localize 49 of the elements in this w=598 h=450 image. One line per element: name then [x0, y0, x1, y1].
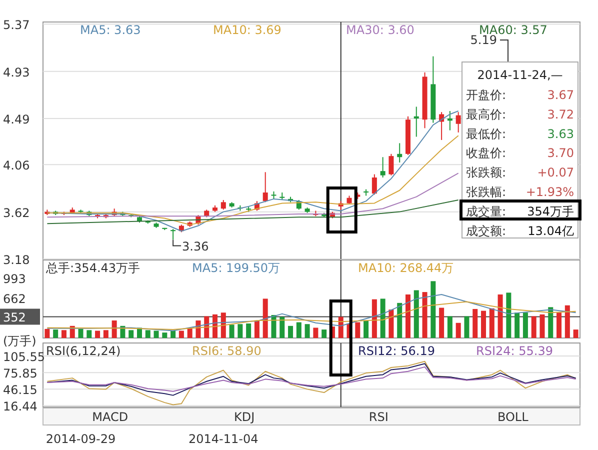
- annotation: 3.72: [547, 107, 574, 122]
- series-label: RSI12: 56.19: [358, 344, 435, 358]
- annotation: 开盘价:: [466, 88, 506, 102]
- y-tick-label: 662: [3, 292, 26, 306]
- text: MA30: 3.60: [346, 23, 414, 37]
- text: MA5: 3.63: [80, 23, 141, 37]
- y-tick-label: 4.49: [3, 112, 30, 127]
- annotation: 3.70: [547, 146, 574, 160]
- text: MA10: 268.44万: [358, 261, 454, 275]
- y-tick-label: 3.18: [3, 253, 30, 267]
- chart-title: RSI(6,12,24): [46, 344, 121, 358]
- annotation: +1.93%: [526, 185, 574, 199]
- text: KDJ: [234, 410, 255, 424]
- text: MACD: [92, 410, 128, 424]
- y-axis-title: (万手): [3, 334, 36, 348]
- y-tick-label: 4.06: [3, 158, 30, 173]
- annotation: 收盘价:: [466, 146, 506, 160]
- annotation: 3.63: [547, 126, 574, 141]
- annotation: 成交额:: [466, 224, 506, 238]
- annotation: 最低价:: [466, 126, 506, 141]
- annotation: 354万手: [527, 204, 574, 218]
- x-tick-label: 2014-09-29: [46, 432, 116, 446]
- y-tick-label: 5.37: [3, 18, 30, 32]
- annotation: 张跌幅:: [466, 185, 506, 199]
- annotation: +0.07: [537, 166, 574, 180]
- y-tick-label: 993: [3, 272, 26, 286]
- text: BOLL: [497, 410, 529, 424]
- chart-title: 总手:354.43万手: [45, 261, 140, 275]
- ref-line-label: 352: [3, 310, 26, 325]
- text: RSI: [368, 410, 388, 424]
- annotation: 2014-11-24,—: [477, 68, 563, 82]
- y-tick-label: 3.62: [3, 206, 30, 220]
- annotation: 3.67: [547, 88, 574, 102]
- y-tick-label: 16.44: [3, 400, 38, 414]
- annotation: 最高价:: [466, 107, 506, 122]
- annotation: 5.19: [470, 33, 497, 47]
- series-label: RSI6: 58.90: [192, 344, 262, 358]
- annotation: 13.04亿: [528, 224, 574, 238]
- y-tick-label: 46.15: [3, 383, 38, 398]
- annotation: 成交量:: [466, 204, 506, 218]
- text: MA10: 3.69: [213, 23, 282, 37]
- y-tick-label: 105.55: [3, 350, 45, 364]
- annotation: 张跌额:: [466, 166, 506, 180]
- y-tick-label: 4.93: [3, 65, 30, 80]
- annotation: 3.36: [182, 240, 209, 254]
- text: MA5: 199.50万: [192, 261, 280, 275]
- x-tick-label: 2014-11-04: [188, 432, 258, 446]
- series-label: RSI24: 55.39: [476, 344, 553, 358]
- y-tick-label: 75.85: [3, 366, 38, 381]
